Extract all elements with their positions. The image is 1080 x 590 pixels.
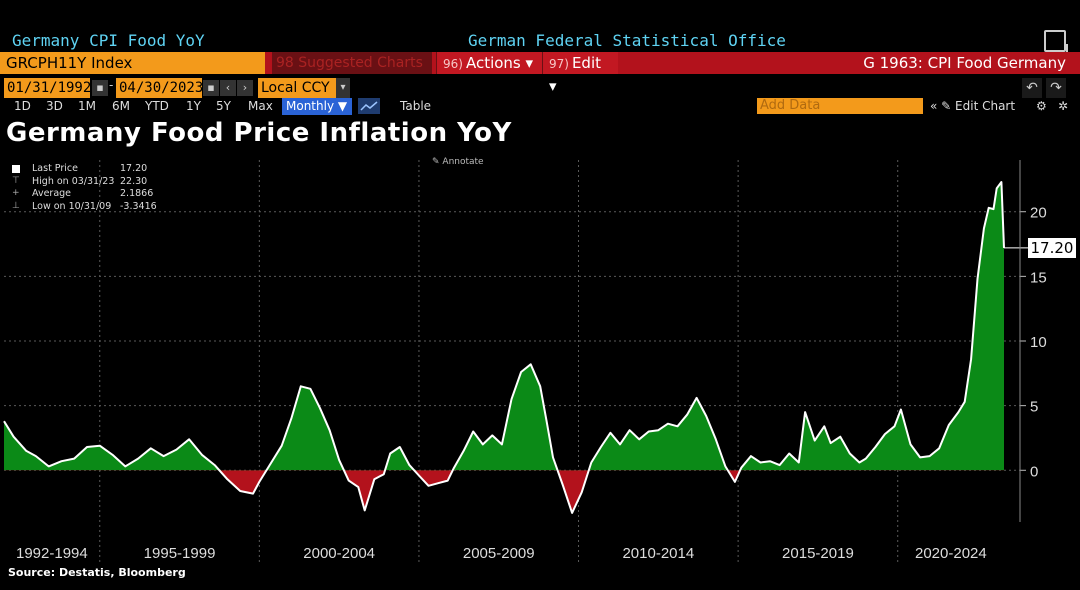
- chart-title: Germany Food Price Inflation YoY: [6, 118, 512, 148]
- x-tick-label: 2010-2014: [622, 545, 694, 562]
- x-axis: 1992-1994 1995-1999 2000-2004 2005-2009 2010…: [16, 545, 987, 562]
- legend-marker: [12, 165, 20, 173]
- x-tick-label: 2005-2009: [463, 545, 535, 562]
- chevron-down-icon: ▾: [336, 78, 350, 98]
- average-marker-icon: +: [12, 188, 20, 198]
- edit-chart-label: Edit Chart: [955, 99, 1016, 113]
- settings-wand-icon[interactable]: ⚙: [1036, 99, 1047, 113]
- positive-area: [4, 182, 1004, 471]
- period-1d[interactable]: 1D: [14, 99, 31, 113]
- date-separator: -: [109, 78, 114, 92]
- calendar-icon[interactable]: ▪: [203, 80, 219, 96]
- x-separators: [99, 160, 899, 562]
- last-value-label: 17.20: [1028, 238, 1076, 258]
- legend-value: -3.3416: [120, 200, 157, 212]
- line-chart-glyph: [360, 101, 378, 111]
- date-controls: 01/31/1992 ▪ - 04/30/2023 ▪ ‹ › Local CC…: [0, 78, 1080, 98]
- legend-value: 17.20: [120, 163, 148, 174]
- period-max[interactable]: Max: [248, 99, 273, 113]
- security-header: Germany CPI Food YoY German Federal Stat…: [0, 30, 1080, 54]
- actions-num: 96): [443, 57, 463, 71]
- chevron-down-icon: ▾: [525, 54, 534, 72]
- frequency-select[interactable]: Monthly ▼: [282, 98, 352, 115]
- series-line: [3, 181, 1028, 514]
- high-marker-icon: ⊤: [12, 175, 20, 186]
- period-bar: 1D 3D 1M 6M YTD 1Y 5Y Max Monthly ▼ Tabl…: [0, 98, 1080, 116]
- edit-num: 97): [549, 57, 569, 71]
- actions-menu[interactable]: 96) Actions ▾: [436, 52, 542, 74]
- ticker-field[interactable]: GRCPH11Y Index: [0, 52, 265, 74]
- x-tick-label: 1995-1999: [144, 545, 216, 562]
- edit-chart-button[interactable]: « ✎ Edit Chart: [930, 98, 1015, 114]
- currency-select[interactable]: Local CCY ▾: [258, 78, 350, 98]
- legend-label: Last Price: [32, 163, 78, 174]
- series-line-path: [3, 181, 1005, 514]
- period-1y[interactable]: 1Y: [186, 99, 201, 113]
- y-tick-label: 0: [1030, 463, 1038, 480]
- legend-row-last: Last Price 17.20: [8, 163, 158, 176]
- legend-row-average: + Average 2.1866: [8, 188, 158, 201]
- start-date-field[interactable]: 01/31/1992: [4, 78, 91, 98]
- area-fills: [4, 182, 1004, 513]
- actions-label: Actions: [465, 54, 521, 72]
- period-6m[interactable]: 6M: [112, 99, 130, 113]
- low-marker-icon: ⊥: [12, 200, 20, 211]
- x-tick-label: 1992-1994: [16, 545, 88, 562]
- legend-value: 22.30: [120, 175, 148, 187]
- period-5y[interactable]: 5Y: [216, 99, 231, 113]
- chevron-down-icon: ▼: [337, 99, 348, 113]
- pencil-icon: ✎: [941, 99, 956, 113]
- command-bar: GRCPH11Y Index 98 Suggested Charts 96) Ac…: [0, 52, 1080, 95]
- frequency-value: Monthly: [286, 99, 335, 113]
- y-tick-label: 10: [1030, 334, 1047, 351]
- table-button[interactable]: Table: [400, 99, 432, 113]
- collapse-icon: «: [930, 99, 942, 113]
- period-1m[interactable]: 1M: [78, 99, 96, 113]
- chevron-down-icon: ▾: [549, 77, 557, 95]
- period-ytd[interactable]: YTD: [145, 99, 169, 113]
- legend-value: 2.1866: [120, 188, 154, 199]
- currency-value: Local CCY: [261, 80, 330, 96]
- prev-arrow-icon[interactable]: ‹: [220, 80, 236, 96]
- chart-plot[interactable]: 0 5 10 15 20 1992-1994 1995-1999 2000-2004 2005…: [0, 150, 1080, 562]
- screenshot-icon[interactable]: [1044, 30, 1068, 54]
- legend: Last Price 17.20 ⊤ High on 03/31/23 22.3…: [8, 163, 158, 213]
- pencil-icon: ✎: [432, 157, 443, 167]
- period-3d[interactable]: 3D: [46, 99, 63, 113]
- add-data-field[interactable]: Add Data: [757, 98, 923, 114]
- security-name: Germany CPI Food YoY: [12, 31, 205, 50]
- suggested-charts-button[interactable]: 98 Suggested Charts: [272, 52, 432, 74]
- source-note: Source: Destatis, Bloomberg: [8, 566, 186, 579]
- y-tick-label: 20: [1030, 205, 1047, 222]
- line-chart-icon[interactable]: [358, 98, 380, 114]
- undo-icon[interactable]: ↶: [1022, 78, 1042, 98]
- x-tick-label: 2000-2004: [303, 545, 375, 562]
- edit-label: Edit: [571, 54, 602, 72]
- source-name: German Federal Statistical Office: [468, 31, 786, 50]
- legend-row-low: ⊥ Low on 10/31/09 -3.3416: [8, 201, 158, 214]
- gear-icon[interactable]: ✲: [1058, 99, 1069, 113]
- edit-menu[interactable]: 97) Edit ▾: [542, 52, 618, 95]
- calendar-icon[interactable]: ▪: [92, 80, 108, 96]
- legend-label: Low on 10/31/09: [32, 200, 112, 212]
- legend-label: High on 03/31/23: [32, 175, 115, 187]
- x-tick-label: 2015-2019: [782, 545, 854, 562]
- redo-icon[interactable]: ↷: [1046, 78, 1066, 98]
- x-tick-label: 2020-2024: [915, 545, 987, 562]
- legend-label: Average: [32, 188, 72, 199]
- next-arrow-icon[interactable]: ›: [237, 80, 253, 96]
- negative-area: [4, 470, 1004, 513]
- y-tick-label: 15: [1030, 269, 1047, 286]
- legend-row-high: ⊤ High on 03/31/23 22.30: [8, 176, 158, 189]
- y-tick-label: 5: [1030, 399, 1038, 416]
- end-date-field[interactable]: 04/30/2023: [116, 78, 203, 98]
- annotate-button[interactable]: ✎ Annotate: [432, 157, 484, 167]
- y-axis: 0 5 10 15 20: [1019, 160, 1047, 522]
- chart-id: G 1963: CPI Food Germany: [863, 54, 1066, 72]
- annotate-label: Annotate: [442, 157, 484, 167]
